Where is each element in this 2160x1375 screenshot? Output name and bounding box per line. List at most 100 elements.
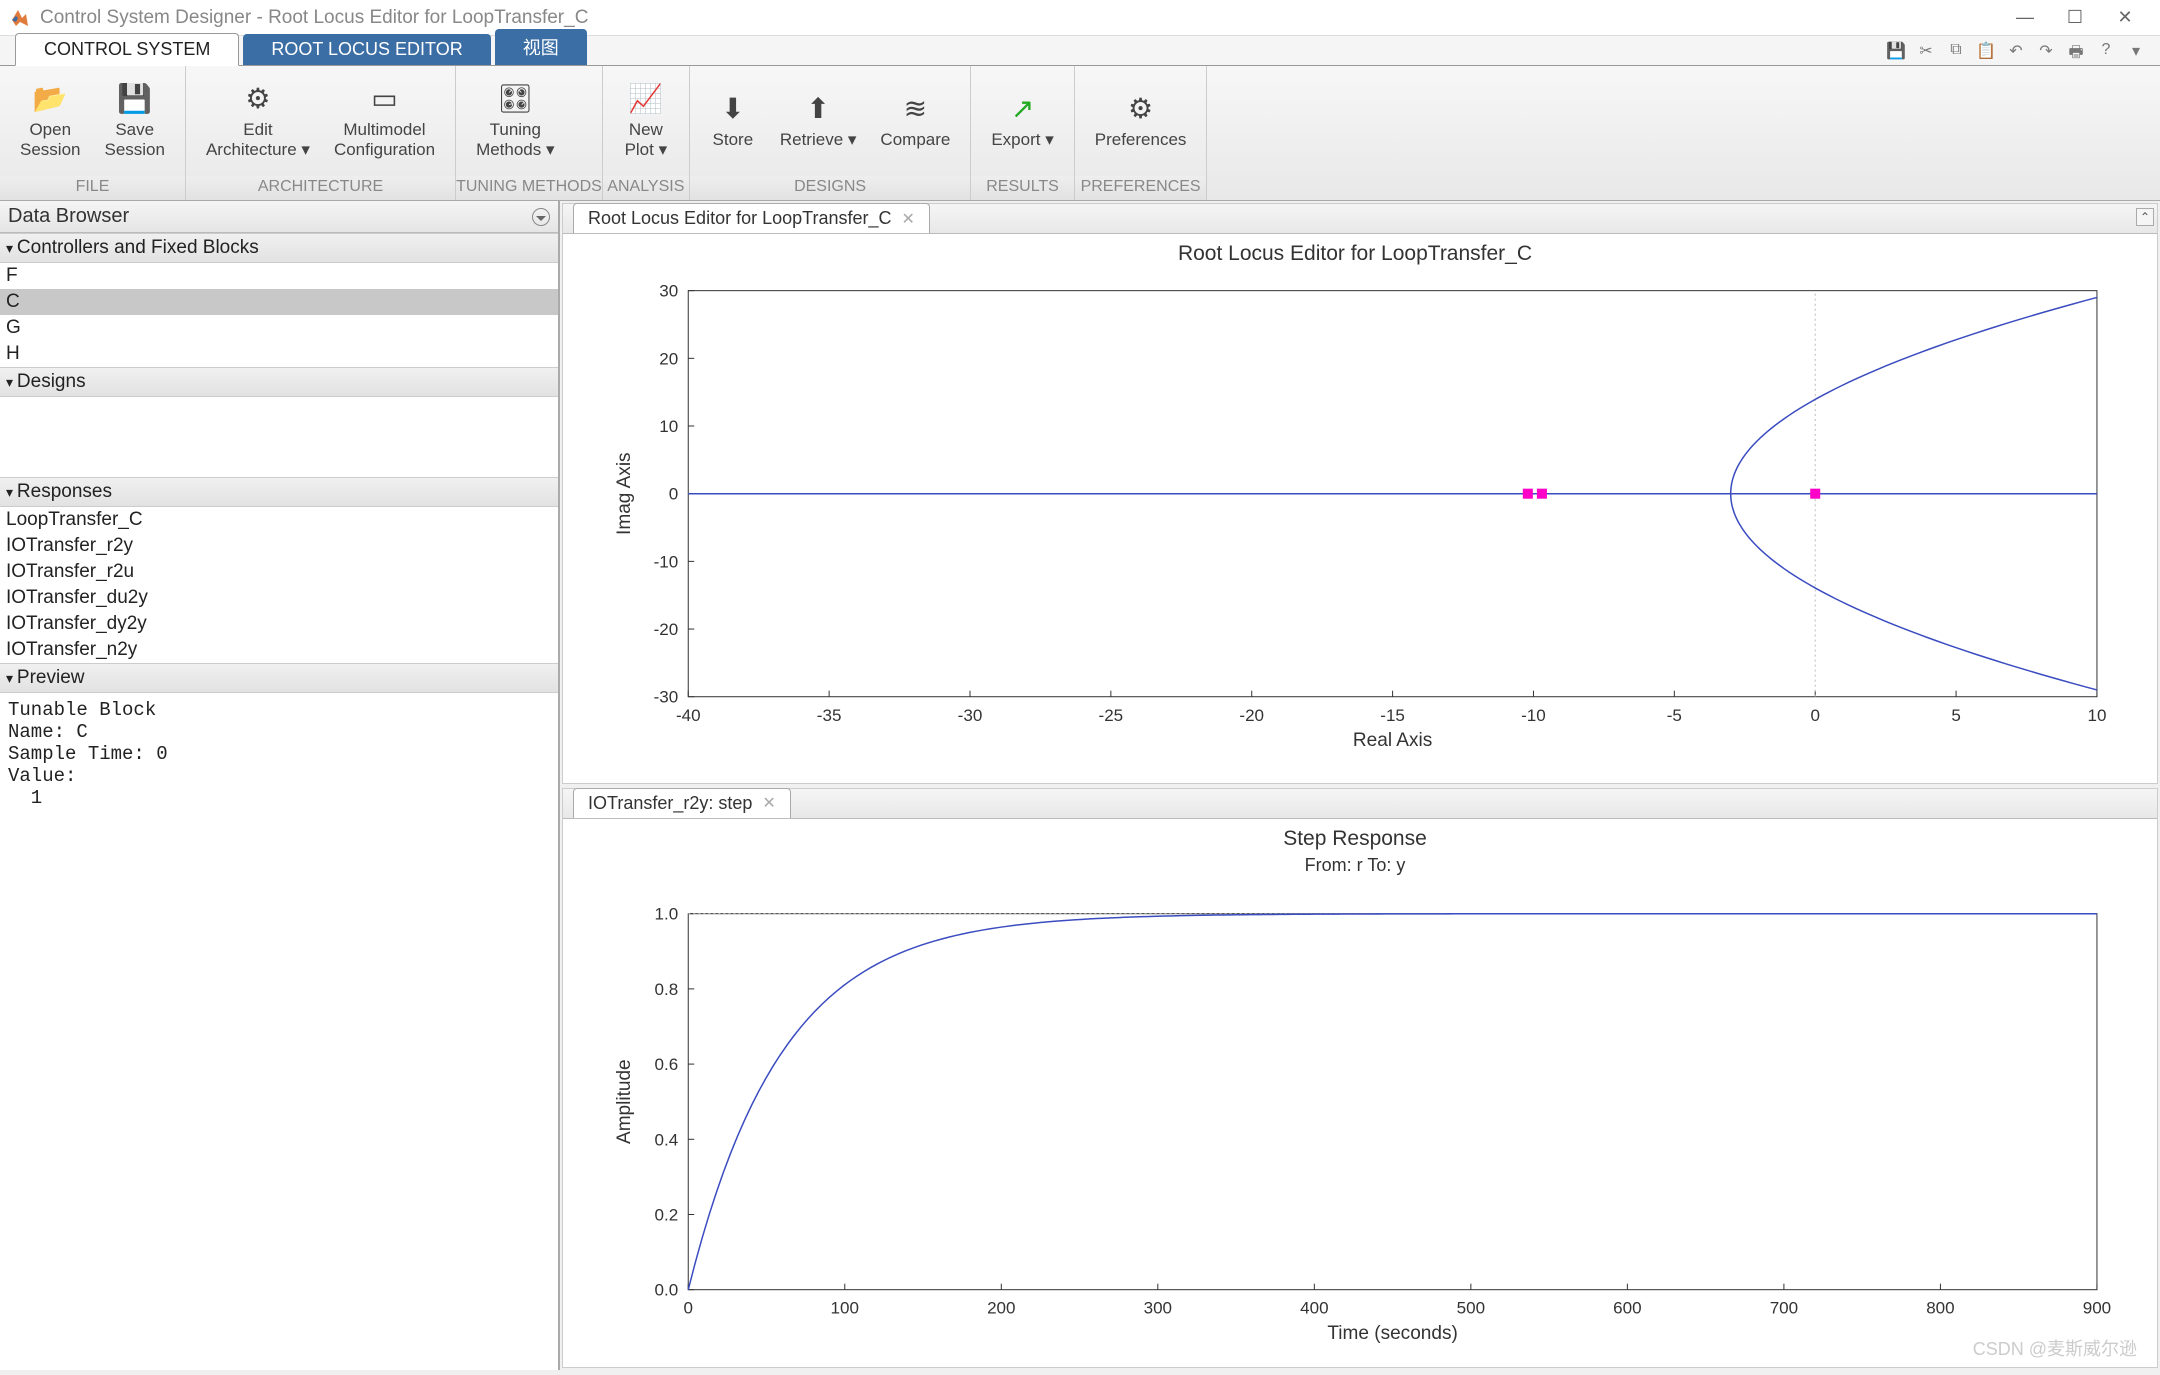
help-icon[interactable]: ? [2094,41,2118,65]
response-row[interactable]: IOTransfer_r2y [0,533,558,559]
section-designs[interactable]: Designs [0,367,558,397]
gear-icon: ⚙ [1124,92,1158,126]
designs-list[interactable] [0,397,558,477]
section-preview[interactable]: Preview [0,663,558,693]
svg-text:-15: -15 [1380,706,1405,725]
new-plot-button[interactable]: 📈New Plot [611,76,681,167]
svg-text:800: 800 [1926,1298,1954,1317]
response-row[interactable]: IOTransfer_r2u [0,559,558,585]
folder-open-icon: 📂 [33,82,67,116]
svg-text:-20: -20 [654,620,679,639]
svg-text:-10: -10 [1521,706,1546,725]
paste-icon[interactable]: 📋 [1974,41,1998,65]
doctab-root-locus[interactable]: Root Locus Editor for LoopTransfer_C✕ [573,203,930,233]
close-button[interactable]: ✕ [2100,7,2150,28]
tab-control-system[interactable]: CONTROL SYSTEM [15,33,239,66]
controller-row[interactable]: H [0,341,558,367]
minimize-button[interactable]: ― [2000,7,2050,28]
group-tuning: TUNING METHODS [456,176,602,200]
matlab-icon [10,8,30,28]
multimodel-config-button[interactable]: ▭Multimodel Configuration [322,76,447,167]
new-plot-icon: 📈 [629,82,663,116]
undo-icon[interactable]: ↶ [2004,41,2028,65]
save-session-button[interactable]: 💾Save Session [92,76,176,167]
responses-list[interactable]: LoopTransfer_CIOTransfer_r2yIOTransfer_r… [0,507,558,663]
copy-icon[interactable]: ⧉ [1944,41,1968,65]
svg-text:Imag Axis: Imag Axis [614,452,635,535]
svg-text:900: 900 [2083,1298,2111,1317]
svg-text:200: 200 [987,1298,1015,1317]
root-locus-chart[interactable]: -40-35-30-25-20-15-10-50510-30-20-100102… [593,270,2117,763]
retrieve-icon: ⬆ [801,92,835,126]
response-row[interactable]: IOTransfer_du2y [0,585,558,611]
ribbon-expand-icon[interactable]: ⌃ [2136,208,2154,226]
maximize-button[interactable]: ☐ [2050,7,2100,28]
controller-row[interactable]: F [0,263,558,289]
step-response-chart[interactable]: 01002003004005006007008009000.00.20.40.6… [593,878,2117,1371]
svg-text:-20: -20 [1239,706,1264,725]
toolstrip-tabs: CONTROL SYSTEM ROOT LOCUS EDITOR 视图 💾 ✂ … [0,36,2160,66]
compare-icon: ≋ [898,92,932,126]
tab-root-locus-editor[interactable]: ROOT LOCUS EDITOR [243,34,490,65]
svg-text:400: 400 [1300,1298,1328,1317]
svg-text:0: 0 [1810,706,1819,725]
svg-text:-10: -10 [654,552,679,571]
svg-text:0.2: 0.2 [655,1205,679,1224]
export-button[interactable]: ↗Export [979,86,1065,156]
store-button[interactable]: ⬇Store [698,86,768,156]
tuning-methods-button[interactable]: 🎛Tuning Methods [464,76,566,167]
save-icon[interactable]: 💾 [1884,41,1908,65]
cut-icon[interactable]: ✂ [1914,41,1938,65]
svg-text:-30: -30 [958,706,983,725]
window-title: Control System Designer - Root Locus Edi… [40,7,588,29]
data-browser-header: Data Browser [0,201,558,233]
svg-text:700: 700 [1770,1298,1798,1317]
controller-row[interactable]: G [0,315,558,341]
group-results: RESULTS [971,176,1073,200]
store-icon: ⬇ [716,92,750,126]
svg-text:0.8: 0.8 [655,979,679,998]
close-tab-icon[interactable]: ✕ [902,209,915,229]
plot2-title: Step Response [593,827,2117,851]
tab-view[interactable]: 视图 [495,29,587,65]
watermark: CSDN @麦斯威尔逊 [1973,1335,2137,1361]
browser-menu-icon[interactable] [532,208,550,226]
tuning-icon: 🎛 [498,82,532,116]
response-row[interactable]: IOTransfer_dy2y [0,611,558,637]
open-session-button[interactable]: 📂Open Session [8,76,92,167]
redo-icon[interactable]: ↷ [2034,41,2058,65]
svg-text:30: 30 [659,282,678,301]
svg-text:20: 20 [659,349,678,368]
svg-text:-5: -5 [1667,706,1682,725]
svg-text:0.0: 0.0 [655,1280,679,1299]
controller-row[interactable]: C [0,289,558,315]
section-controllers[interactable]: Controllers and Fixed Blocks [0,233,558,263]
group-file: FILE [0,176,185,200]
response-row[interactable]: IOTransfer_n2y [0,637,558,663]
svg-text:10: 10 [2087,706,2106,725]
svg-text:0.6: 0.6 [655,1055,679,1074]
svg-text:600: 600 [1613,1298,1641,1317]
svg-text:300: 300 [1144,1298,1172,1317]
print-icon[interactable]: 🖶 [2064,41,2088,65]
quick-access: 💾 ✂ ⧉ 📋 ↶ ↷ 🖶 ? ▾ [1884,41,2160,65]
svg-text:-30: -30 [654,688,679,707]
response-row[interactable]: LoopTransfer_C [0,507,558,533]
close-tab-icon[interactable]: ✕ [762,793,775,813]
group-analysis: ANALYSIS [603,176,689,200]
edit-architecture-button[interactable]: ⚙Edit Architecture [194,76,322,167]
retrieve-button[interactable]: ⬆Retrieve [768,86,869,156]
svg-text:100: 100 [831,1298,859,1317]
section-responses[interactable]: Responses [0,477,558,507]
svg-text:-25: -25 [1099,706,1124,725]
preferences-button[interactable]: ⚙Preferences [1083,86,1199,156]
svg-text:0.4: 0.4 [655,1130,679,1149]
toolstrip-dropdown-icon[interactable]: ▾ [2124,41,2148,65]
svg-text:1.0: 1.0 [655,904,679,923]
controllers-list[interactable]: FCGH [0,263,558,367]
data-browser: Data Browser Controllers and Fixed Block… [0,201,560,1370]
svg-text:5: 5 [1951,706,1960,725]
compare-button[interactable]: ≋Compare [868,86,962,156]
group-architecture: ARCHITECTURE [186,176,455,200]
doctab-step[interactable]: IOTransfer_r2y: step✕ [573,788,791,818]
